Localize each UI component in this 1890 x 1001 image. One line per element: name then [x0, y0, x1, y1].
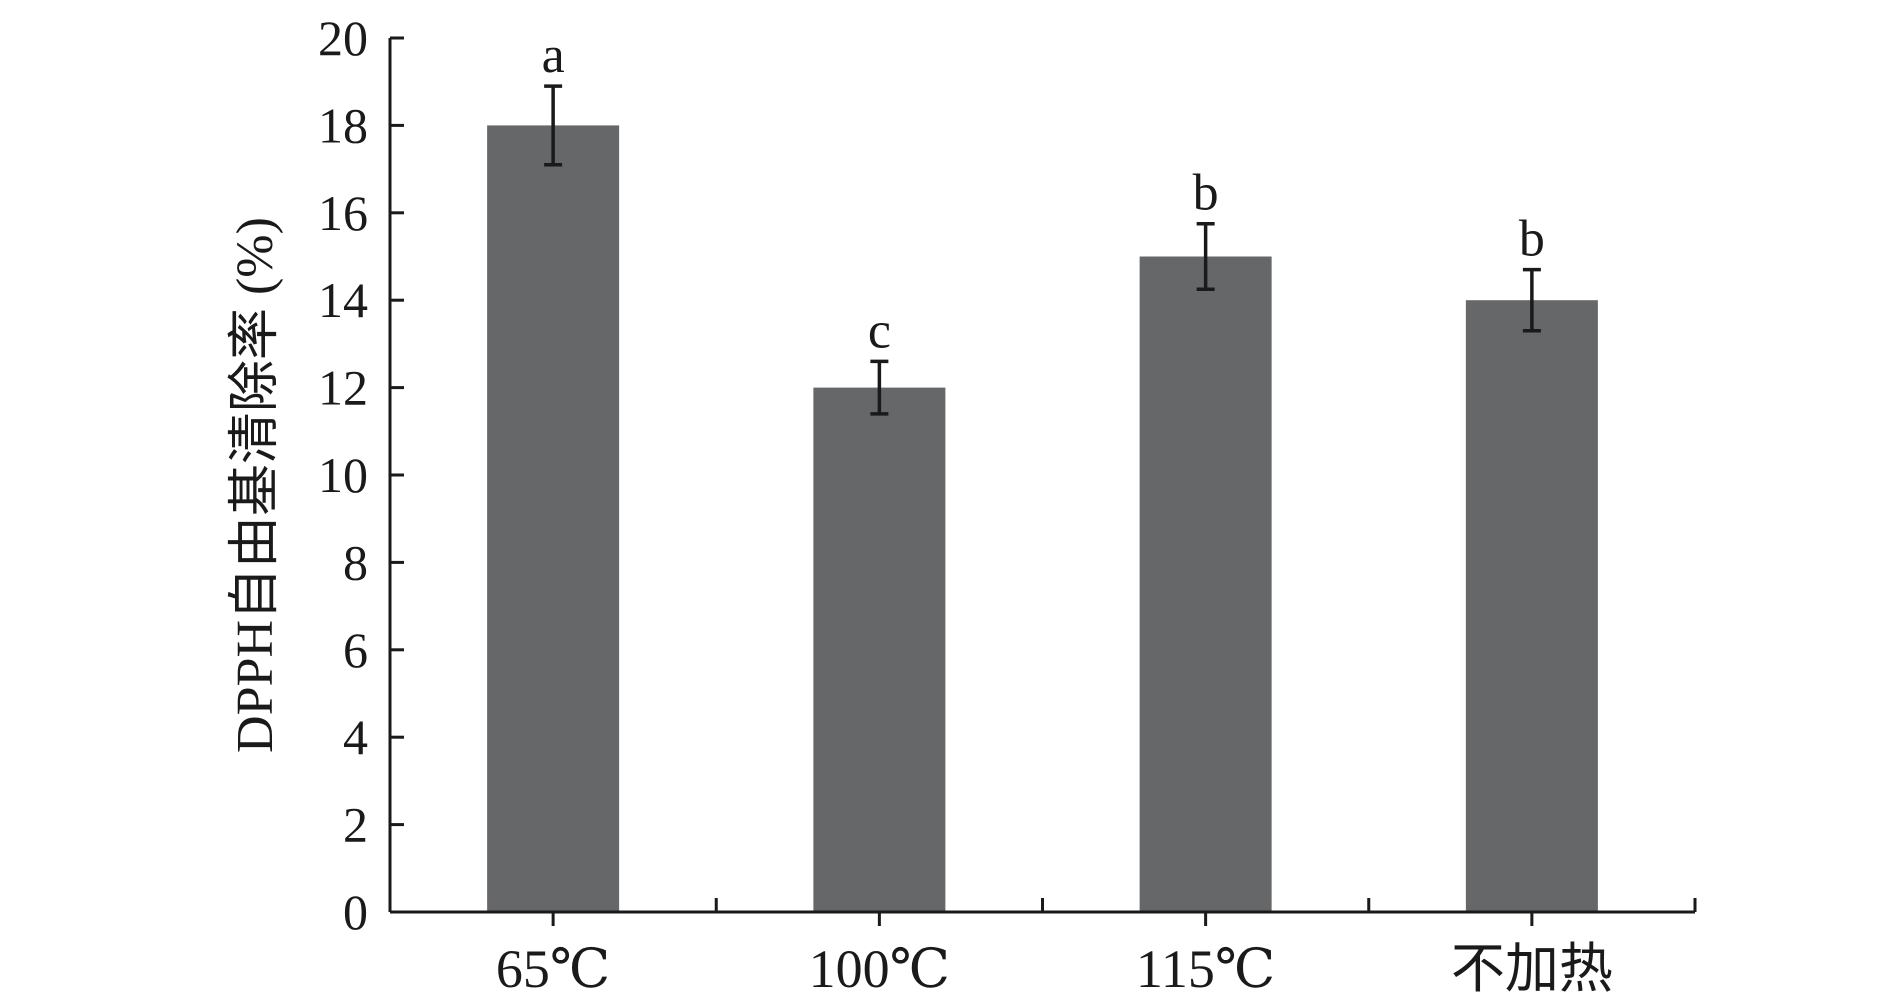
- significance-letter: a: [542, 27, 565, 84]
- bar: [1465, 300, 1598, 912]
- significance-letter: b: [1519, 211, 1545, 268]
- error-bars: [544, 84, 1541, 416]
- x-tick-label: 115℃: [1136, 939, 1275, 999]
- y-axis-title: DPPH自由基清除率 (%): [227, 217, 284, 753]
- bar: [1139, 256, 1272, 912]
- y-tick-label: 2: [343, 797, 368, 853]
- y-tick-label: 4: [343, 709, 368, 765]
- y-tick-label: 8: [343, 534, 368, 590]
- y-tick-label: 14: [318, 272, 368, 328]
- bar: [813, 387, 946, 913]
- significance-letter: b: [1193, 165, 1219, 222]
- x-axis-ticks: 65℃ 100℃ 115℃ 不加热: [496, 898, 1697, 999]
- x-tick-label: 100℃: [809, 939, 950, 999]
- y-tick-label: 16: [318, 185, 368, 241]
- bars: [487, 125, 1598, 913]
- significance-letters: a c b b: [542, 27, 1545, 359]
- bar: [487, 125, 620, 912]
- significance-letter: c: [868, 302, 891, 359]
- y-tick-label: 0: [343, 884, 368, 940]
- y-tick-label: 6: [343, 622, 368, 678]
- y-tick-label: 18: [318, 97, 368, 153]
- y-tick-label: 10: [318, 447, 368, 503]
- y-tick-label: 12: [318, 360, 368, 416]
- x-tick-label: 不加热: [1451, 939, 1613, 999]
- y-axis-ticks: 0 2 4 6 8 10 12 14 16 18 20: [318, 10, 404, 940]
- x-tick-label: 65℃: [496, 939, 610, 999]
- y-tick-label: 20: [318, 10, 368, 66]
